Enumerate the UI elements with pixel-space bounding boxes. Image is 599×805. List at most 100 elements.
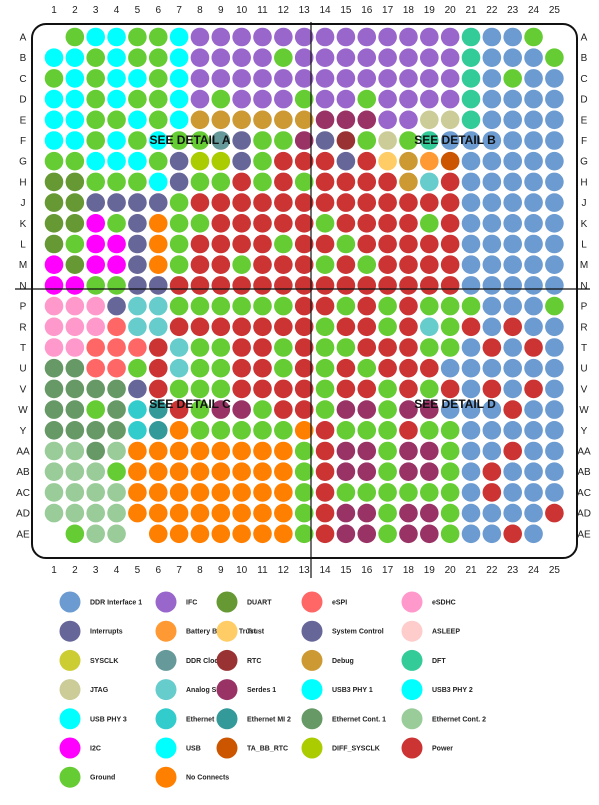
ball-AB4 xyxy=(107,462,126,482)
ball-M11 xyxy=(253,255,272,274)
row-label-left-Y: Y xyxy=(20,426,27,437)
ball-M21 xyxy=(461,255,481,274)
ball-D10 xyxy=(232,89,251,109)
ball-N9 xyxy=(211,276,231,295)
ball-AA13 xyxy=(294,441,314,461)
ball-L17 xyxy=(378,234,397,254)
ball-H18 xyxy=(399,172,418,192)
ball-AC19 xyxy=(420,483,439,502)
ball-U19 xyxy=(420,358,439,378)
ball-T3 xyxy=(86,338,105,357)
ball-P16 xyxy=(357,296,377,316)
ball-N2 xyxy=(65,276,85,295)
ball-P18 xyxy=(399,296,418,316)
ball-L13 xyxy=(294,234,314,254)
ball-N4 xyxy=(107,276,126,295)
ball-P22 xyxy=(482,296,502,316)
legend-label-ifc: IFC xyxy=(186,600,197,607)
ball-B4 xyxy=(107,48,126,67)
ball-T23 xyxy=(503,338,522,357)
column-label-top-7: 7 xyxy=(176,5,182,16)
ball-K15 xyxy=(336,214,356,233)
row-label-right-J: J xyxy=(582,198,587,209)
column-label-bottom-22: 22 xyxy=(486,565,498,576)
ball-AC4 xyxy=(107,483,126,502)
ball-U5 xyxy=(128,358,147,378)
ball-AB20 xyxy=(440,462,460,482)
ball-N11 xyxy=(253,276,272,295)
column-label-top-1: 1 xyxy=(51,5,57,16)
ball-K1 xyxy=(44,214,64,233)
detail-label-bottom-left: SEE DETAIL C xyxy=(149,397,231,411)
ball-AA17 xyxy=(378,441,397,461)
ball-M9 xyxy=(211,255,231,274)
ball-N13 xyxy=(294,276,314,295)
ball-W9 xyxy=(211,400,231,419)
ball-G1 xyxy=(44,151,64,171)
ball-W1 xyxy=(44,400,64,419)
ball-L8 xyxy=(190,234,210,254)
ball-U11 xyxy=(253,358,272,378)
ball-L16 xyxy=(357,234,377,254)
column-label-top-18: 18 xyxy=(403,5,415,16)
legend-label-analog-signals: Analog Signals xyxy=(186,687,237,694)
row-label-left-F: F xyxy=(20,136,26,147)
ball-V7 xyxy=(169,379,189,399)
ball-AC1 xyxy=(44,483,64,502)
ball-AA4 xyxy=(107,441,126,461)
ball-M5 xyxy=(128,255,147,274)
ball-W20 xyxy=(440,400,460,419)
ball-M3 xyxy=(86,255,105,274)
ball-AA6 xyxy=(148,441,168,461)
ball-W24 xyxy=(524,400,543,419)
ball-AC10 xyxy=(232,483,251,502)
ball-H16 xyxy=(357,172,377,192)
row-label-left-C: C xyxy=(19,74,26,85)
ball-B14 xyxy=(315,48,335,67)
ball-R20 xyxy=(440,317,460,337)
ball-W16 xyxy=(357,400,377,419)
ball-H6 xyxy=(148,172,168,192)
ball-AD7 xyxy=(169,503,189,523)
ball-B12 xyxy=(274,48,293,67)
ball-AB6 xyxy=(148,462,168,482)
ball-M2 xyxy=(65,255,85,274)
column-label-bottom-2: 2 xyxy=(72,565,78,576)
ball-D23 xyxy=(503,89,522,109)
ball-A4 xyxy=(107,27,126,47)
ball-L24 xyxy=(524,234,543,254)
ball-V16 xyxy=(357,379,377,399)
ball-J4 xyxy=(107,193,126,212)
ball-H24 xyxy=(524,172,543,192)
ball-L6 xyxy=(148,234,168,254)
row-label-right-U: U xyxy=(580,364,587,375)
ball-N14 xyxy=(315,276,335,295)
ball-J20 xyxy=(440,193,460,212)
ball-Y1 xyxy=(44,421,64,440)
ball-U3 xyxy=(86,358,105,378)
ball-T7 xyxy=(169,338,189,357)
ball-G6 xyxy=(148,151,168,171)
ball-G18 xyxy=(399,151,418,171)
ball-AD5 xyxy=(128,503,147,523)
ball-C17 xyxy=(378,69,397,88)
ball-E15 xyxy=(336,110,356,130)
ball-AE7 xyxy=(169,524,189,544)
ball-J3 xyxy=(86,193,105,212)
ball-A15 xyxy=(336,27,356,47)
ball-H20 xyxy=(440,172,460,192)
ball-D22 xyxy=(482,89,502,109)
ball-G22 xyxy=(482,151,502,171)
row-label-right-Y: Y xyxy=(581,426,588,437)
ball-R22 xyxy=(482,317,502,337)
ball-V15 xyxy=(336,379,356,399)
ball-AA8 xyxy=(190,441,210,461)
row-label-right-F: F xyxy=(581,136,587,147)
ball-D4 xyxy=(107,89,126,109)
ball-AD23 xyxy=(503,503,522,523)
ball-H4 xyxy=(107,172,126,192)
ball-G16 xyxy=(357,151,377,171)
ball-AA24 xyxy=(524,441,543,461)
ball-B7 xyxy=(169,48,189,67)
